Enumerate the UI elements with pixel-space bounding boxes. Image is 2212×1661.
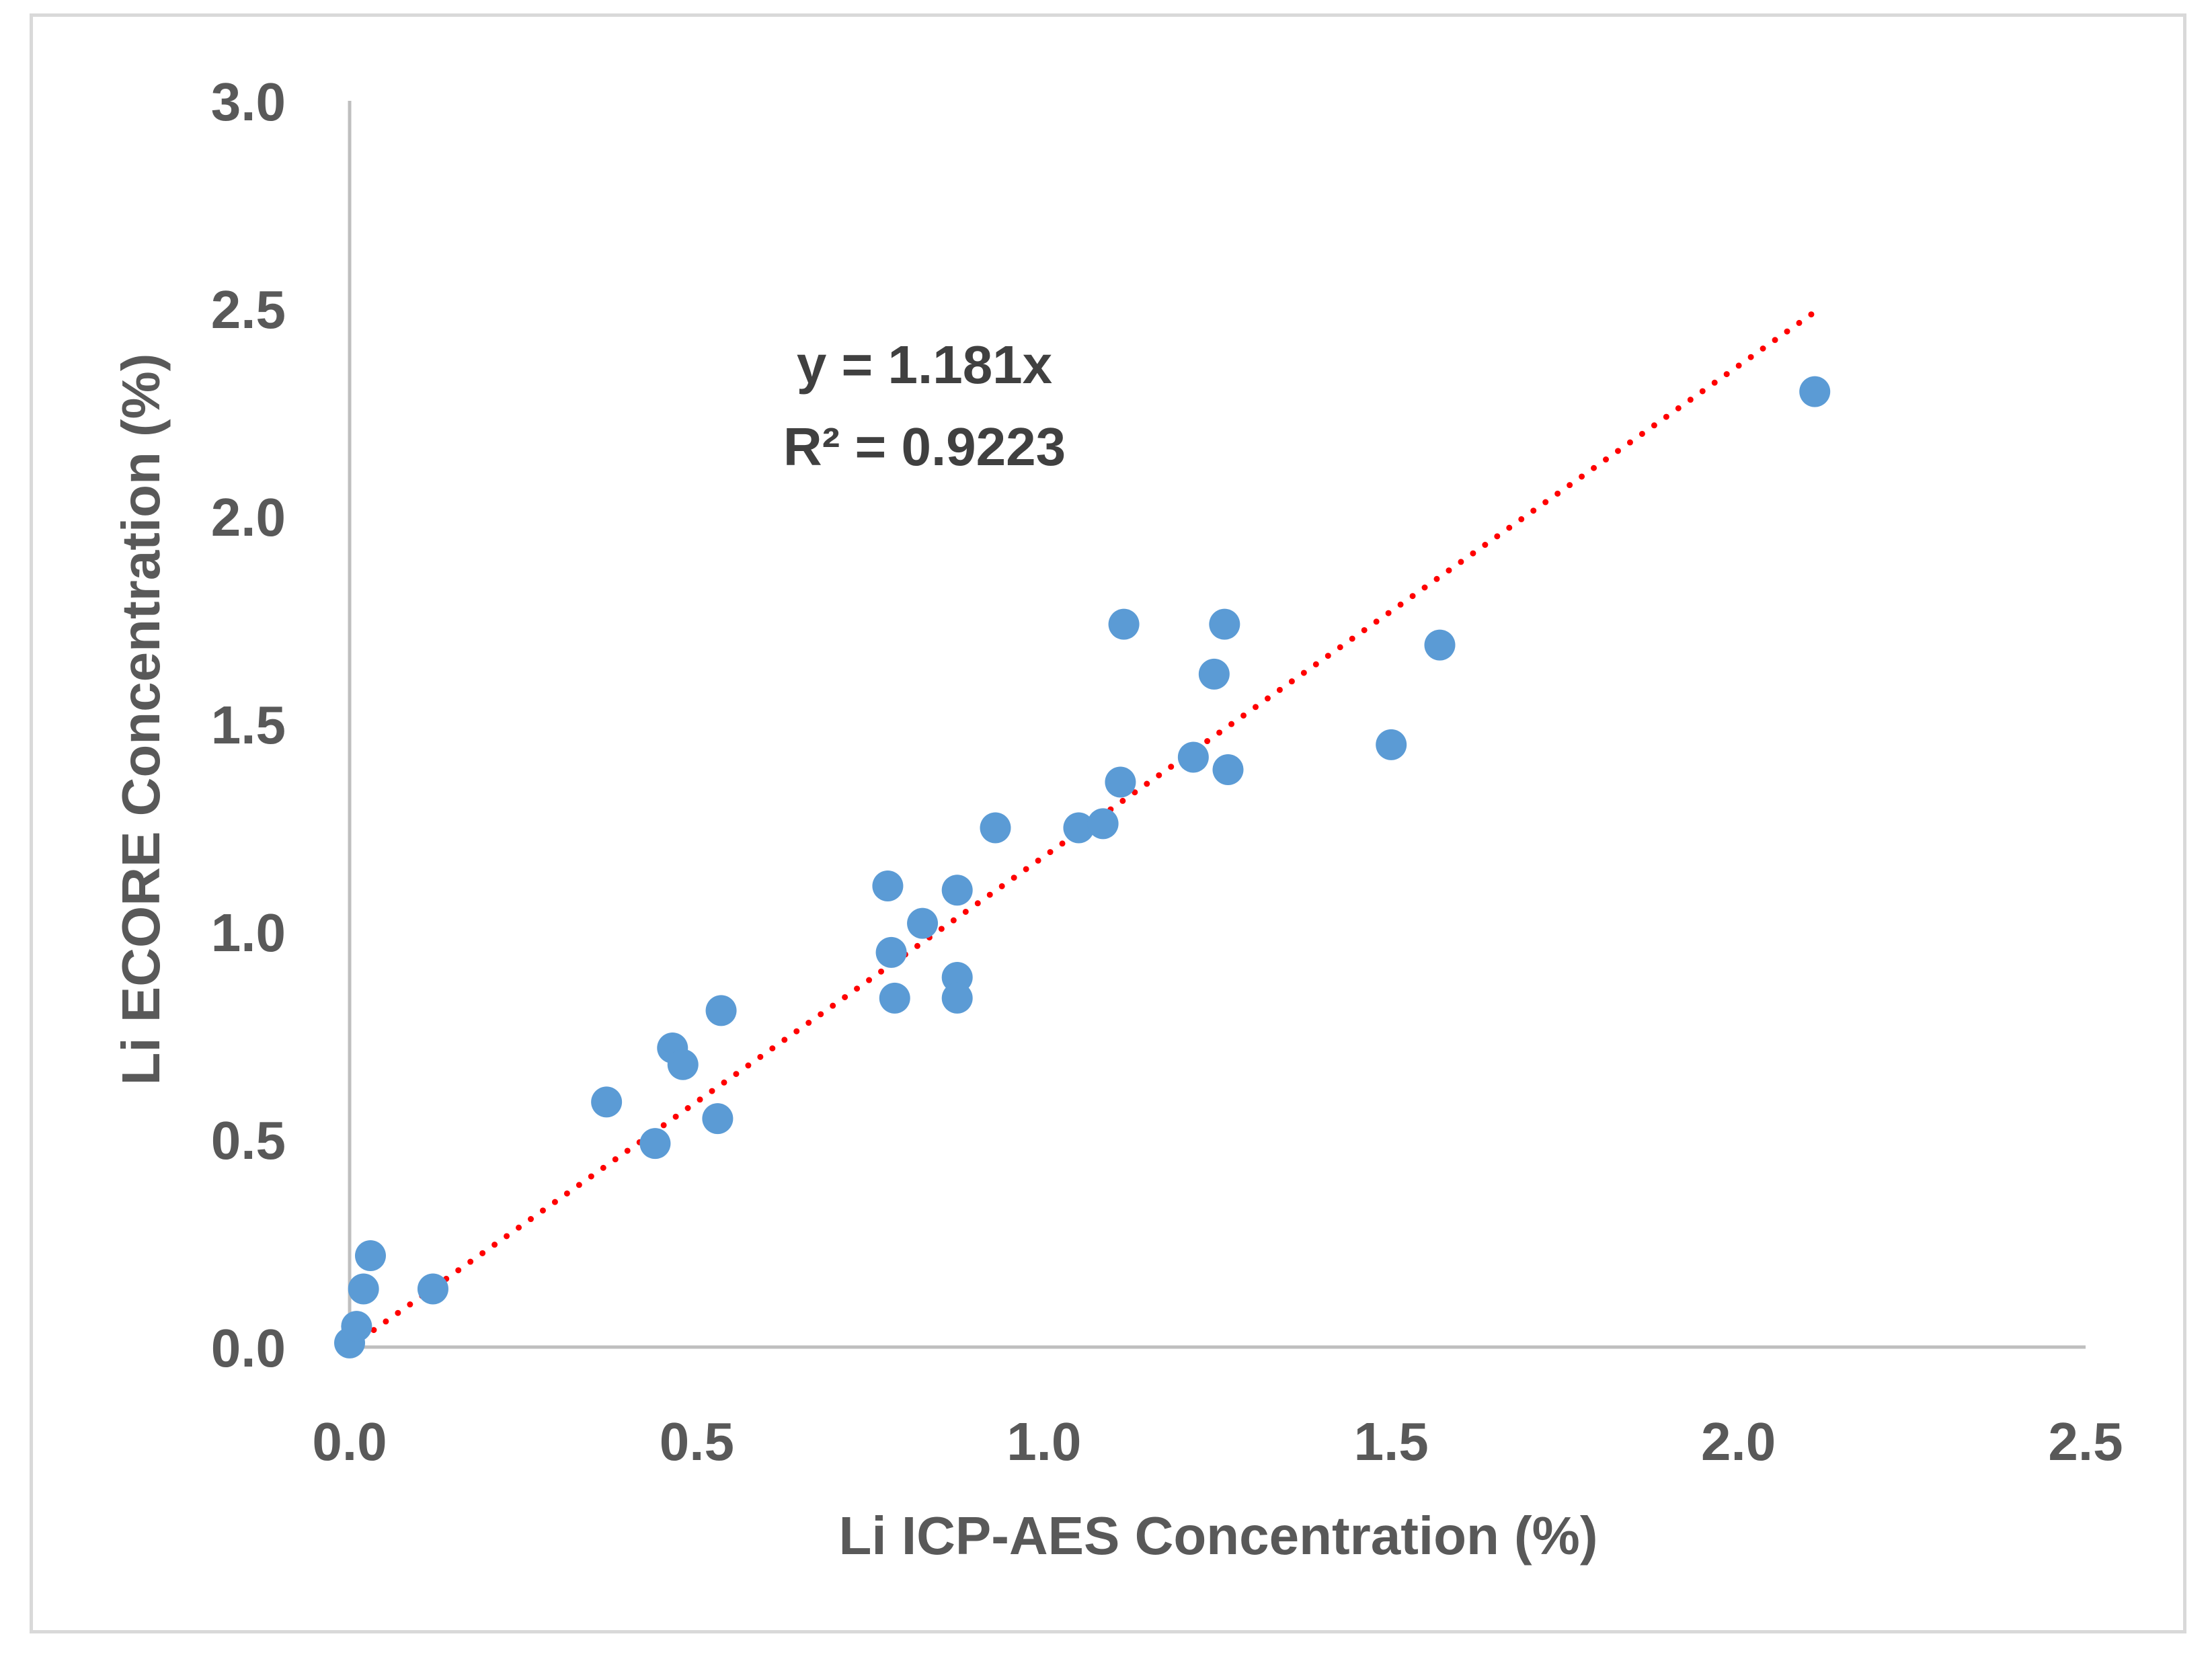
data-point — [980, 812, 1011, 844]
y-tick-label: 0.5 — [211, 1110, 286, 1170]
data-point — [1376, 729, 1407, 760]
data-point — [591, 1086, 623, 1118]
y-tick-label: 2.0 — [211, 487, 286, 547]
data-point — [1799, 376, 1831, 407]
data-point — [875, 936, 907, 968]
tick-labels-group: 0.0 0.5 1.0 1.5 2.0 2.5 0.0 0.5 1.0 1.5 2.0 2.5 3.0 — [211, 72, 2123, 1471]
data-point — [1198, 658, 1230, 690]
data-point — [941, 875, 973, 906]
data-point — [1105, 766, 1136, 798]
data-point — [1212, 754, 1244, 785]
data-point — [941, 982, 973, 1014]
data-point — [1108, 608, 1140, 640]
data-point — [417, 1273, 448, 1305]
data-point — [907, 907, 939, 939]
data-points-group — [334, 376, 1831, 1359]
x-tick-label: 1.0 — [1006, 1412, 1081, 1471]
data-point — [639, 1128, 671, 1160]
data-point — [702, 1103, 734, 1135]
data-point — [354, 1240, 386, 1272]
data-point — [1177, 741, 1209, 773]
x-tick-label: 2.0 — [1701, 1412, 1776, 1471]
y-tick-label: 1.5 — [211, 695, 286, 755]
data-point — [1063, 812, 1095, 844]
x-tick-label: 2.5 — [2048, 1412, 2123, 1471]
data-point — [1087, 808, 1119, 840]
y-axis-title: Li ECORE Concentration (%) — [111, 354, 171, 1086]
y-tick-label: 0.0 — [211, 1318, 286, 1378]
r-squared-label: R² = 0.9223 — [783, 417, 1066, 477]
trendline-equation: y = 1.181x — [797, 335, 1052, 395]
data-point — [872, 870, 904, 902]
data-point — [667, 1049, 699, 1080]
trendline-group — [346, 309, 1818, 1350]
x-axis-title: Li ICP-AES Concentration (%) — [839, 1506, 1598, 1566]
data-point — [1424, 629, 1456, 661]
x-tick-label: 0.0 — [312, 1412, 387, 1471]
y-tick-label: 1.0 — [211, 903, 286, 963]
data-point — [348, 1273, 379, 1305]
data-point — [705, 995, 737, 1026]
x-tick-label: 1.5 — [1354, 1412, 1429, 1471]
data-point — [341, 1311, 372, 1342]
axes-group — [348, 101, 2086, 1349]
y-tick-label: 2.5 — [211, 280, 286, 339]
trendline — [346, 309, 1818, 1350]
y-tick-label: 3.0 — [211, 72, 286, 132]
x-tick-label: 0.5 — [660, 1412, 734, 1471]
data-point — [1209, 608, 1240, 640]
data-point — [879, 982, 910, 1014]
